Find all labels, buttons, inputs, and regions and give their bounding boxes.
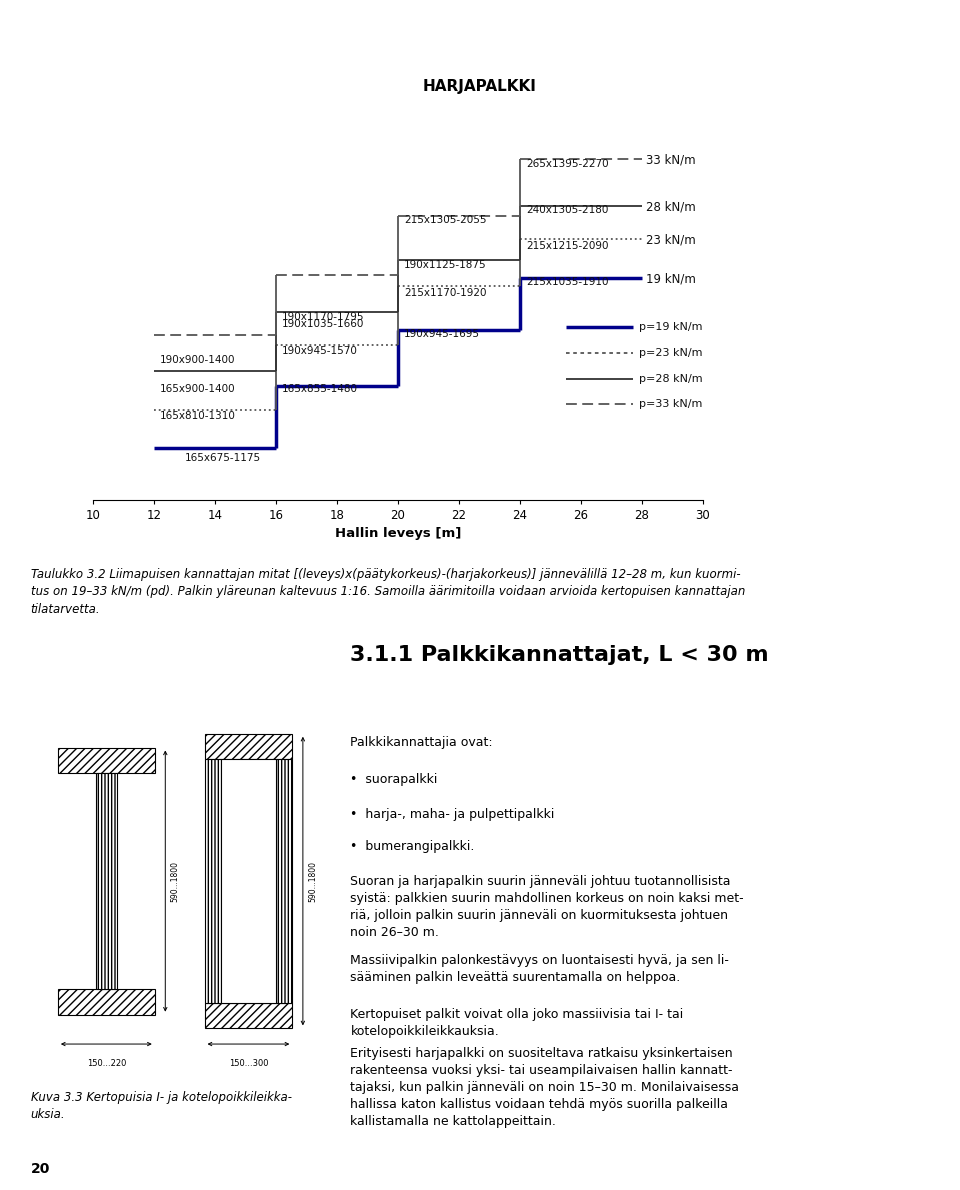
Text: Palkkikannattajia ovat:: Palkkikannattajia ovat: [350,737,493,750]
Text: 165x810-1310: 165x810-1310 [160,412,236,421]
Text: 215x1170-1920: 215x1170-1920 [404,288,487,298]
Text: 3.1.1 Palkkikannattajat, L < 30 m: 3.1.1 Palkkikannattajat, L < 30 m [350,645,769,665]
Text: 165x675-1175: 165x675-1175 [184,452,261,463]
Bar [204,759,221,1003]
Text: 190x900-1400: 190x900-1400 [160,355,235,364]
Text: p=28 kN/m: p=28 kN/m [638,374,703,383]
Text: 28 kN/m: 28 kN/m [646,200,696,213]
Text: p=23 kN/m: p=23 kN/m [638,347,702,358]
Text: 190x1035-1660: 190x1035-1660 [282,319,365,328]
Text: 150...300: 150...300 [228,1059,268,1069]
Text: 20: 20 [31,1161,50,1176]
Text: 190x945-1570: 190x945-1570 [282,346,358,357]
Text: 240x1305-2180: 240x1305-2180 [526,205,609,215]
Text: •  harja-, maha- ja pulpettipalkki: • harja-, maha- ja pulpettipalkki [350,808,555,821]
Bar [221,759,276,1003]
Bar [58,989,155,1015]
Text: 23 kN/m: 23 kN/m [646,234,696,246]
Text: 190x1170-1795: 190x1170-1795 [282,312,365,321]
X-axis label: Hallin leveys [m]: Hallin leveys [m] [335,527,461,540]
Bar [96,774,117,989]
Text: 165x855-1480: 165x855-1480 [282,384,358,394]
Text: p=33 kN/m: p=33 kN/m [638,400,702,409]
Text: Erityisesti harjapalkki on suositeltava ratkaisu yksinkertaisen
rakenteensa vuok: Erityisesti harjapalkki on suositeltava … [350,1047,739,1128]
Text: RUNKOTYYPIT: RUNKOTYYPIT [12,18,133,32]
Text: 165x900-1400: 165x900-1400 [160,384,236,394]
Text: 590...1800: 590...1800 [171,860,180,902]
Text: Kertopuiset palkit voivat olla joko massiivisia tai I- tai
kotelopoikkileikkauks: Kertopuiset palkit voivat olla joko mass… [350,1008,684,1038]
Text: 215x1305-2055: 215x1305-2055 [404,215,487,225]
Text: Taulukko 3.2 Liimapuisen kannattajan mitat [(leveys)x(päätykorkeus)-(harjakorkeu: Taulukko 3.2 Liimapuisen kannattajan mit… [31,568,745,615]
Text: •  suorapalkki: • suorapalkki [350,774,438,787]
Text: 590...1800: 590...1800 [308,860,318,902]
Text: 215x1215-2090: 215x1215-2090 [526,242,609,251]
Bar [204,1003,292,1028]
Bar [204,734,292,759]
Text: 265x1395-2270: 265x1395-2270 [526,158,609,169]
Text: Kuva 3.3 Kertopuisia I- ja kotelopoikkileikka-
uksia.: Kuva 3.3 Kertopuisia I- ja kotelopoikkil… [31,1091,292,1121]
Text: 190x945-1695: 190x945-1695 [404,328,480,339]
Text: 150...220: 150...220 [86,1059,126,1069]
Text: •  bumerangipalkki.: • bumerangipalkki. [350,840,475,853]
Text: HARJAPALKKI: HARJAPALKKI [422,79,537,94]
Text: Massiivipalkin palonkestävyys on luontaisesti hyvä, ja sen li-
sääminen palkin l: Massiivipalkin palonkestävyys on luontai… [350,953,730,984]
Text: 33 kN/m: 33 kN/m [646,154,696,167]
Text: Suoran ja harjapalkin suurin jänneväli johtuu tuotannollisista
syistä: palkkien : Suoran ja harjapalkin suurin jänneväli j… [350,875,744,939]
Text: 19 kN/m: 19 kN/m [646,273,696,286]
Text: p=19 kN/m: p=19 kN/m [638,322,702,332]
Bar [58,747,155,774]
Bar [276,759,292,1003]
Text: 190x1125-1875: 190x1125-1875 [404,261,487,270]
Text: 215x1035-1910: 215x1035-1910 [526,277,609,287]
